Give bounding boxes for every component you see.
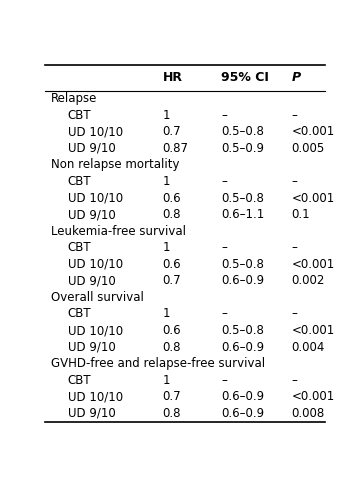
- Text: 0.1: 0.1: [291, 208, 310, 221]
- Text: GVHD-free and relapse-free survival: GVHD-free and relapse-free survival: [51, 357, 265, 370]
- Text: 1: 1: [162, 308, 170, 321]
- Text: 0.5–0.8: 0.5–0.8: [221, 324, 264, 337]
- Text: 0.6–0.9: 0.6–0.9: [221, 390, 265, 403]
- Text: UD 10/10: UD 10/10: [68, 390, 123, 403]
- Text: –: –: [221, 109, 227, 122]
- Text: –: –: [221, 308, 227, 321]
- Text: 0.5–0.8: 0.5–0.8: [221, 125, 264, 138]
- Text: 0.6–0.9: 0.6–0.9: [221, 407, 265, 420]
- Text: 0.008: 0.008: [291, 407, 325, 420]
- Text: UD 9/10: UD 9/10: [68, 142, 115, 155]
- Text: Relapse: Relapse: [51, 92, 97, 105]
- Text: 1: 1: [162, 241, 170, 254]
- Text: 1: 1: [162, 374, 170, 387]
- Text: 0.5–0.8: 0.5–0.8: [221, 191, 264, 204]
- Text: 0.6: 0.6: [162, 324, 181, 337]
- Text: CBT: CBT: [68, 109, 91, 122]
- Text: –: –: [291, 109, 297, 122]
- Text: –: –: [291, 308, 297, 321]
- Text: UD 9/10: UD 9/10: [68, 274, 115, 287]
- Text: CBT: CBT: [68, 308, 91, 321]
- Text: 1: 1: [162, 109, 170, 122]
- Text: UD 10/10: UD 10/10: [68, 191, 123, 204]
- Text: –: –: [221, 241, 227, 254]
- Text: UD 10/10: UD 10/10: [68, 258, 123, 271]
- Text: 0.7: 0.7: [162, 125, 181, 138]
- Text: –: –: [291, 241, 297, 254]
- Text: 0.7: 0.7: [162, 390, 181, 403]
- Text: <0.001: <0.001: [291, 258, 335, 271]
- Text: HR: HR: [162, 71, 183, 84]
- Text: <0.001: <0.001: [291, 390, 335, 403]
- Text: Overall survival: Overall survival: [51, 291, 144, 304]
- Text: UD 9/10: UD 9/10: [68, 407, 115, 420]
- Text: 0.004: 0.004: [291, 341, 325, 354]
- Text: CBT: CBT: [68, 374, 91, 387]
- Text: 0.8: 0.8: [162, 341, 181, 354]
- Text: –: –: [291, 374, 297, 387]
- Text: 0.8: 0.8: [162, 208, 181, 221]
- Text: Non relapse mortality: Non relapse mortality: [51, 159, 179, 172]
- Text: 0.6–1.1: 0.6–1.1: [221, 208, 265, 221]
- Text: –: –: [221, 175, 227, 188]
- Text: UD 9/10: UD 9/10: [68, 208, 115, 221]
- Text: 0.6: 0.6: [162, 191, 181, 204]
- Text: 0.005: 0.005: [291, 142, 325, 155]
- Text: CBT: CBT: [68, 175, 91, 188]
- Text: 0.8: 0.8: [162, 407, 181, 420]
- Text: UD 10/10: UD 10/10: [68, 125, 123, 138]
- Text: 0.6–0.9: 0.6–0.9: [221, 341, 265, 354]
- Text: 1: 1: [162, 175, 170, 188]
- Text: UD 9/10: UD 9/10: [68, 341, 115, 354]
- Text: <0.001: <0.001: [291, 191, 335, 204]
- Text: –: –: [221, 374, 227, 387]
- Text: <0.001: <0.001: [291, 324, 335, 337]
- Text: P: P: [291, 71, 300, 84]
- Text: 0.5–0.8: 0.5–0.8: [221, 258, 264, 271]
- Text: –: –: [291, 175, 297, 188]
- Text: <0.001: <0.001: [291, 125, 335, 138]
- Text: Leukemia-free survival: Leukemia-free survival: [51, 225, 186, 238]
- Text: 0.7: 0.7: [162, 274, 181, 287]
- Text: 0.6: 0.6: [162, 258, 181, 271]
- Text: 0.6–0.9: 0.6–0.9: [221, 274, 265, 287]
- Text: 95% CI: 95% CI: [221, 71, 269, 84]
- Text: 0.5–0.9: 0.5–0.9: [221, 142, 264, 155]
- Text: CBT: CBT: [68, 241, 91, 254]
- Text: UD 10/10: UD 10/10: [68, 324, 123, 337]
- Text: 0.87: 0.87: [162, 142, 189, 155]
- Text: 0.002: 0.002: [291, 274, 325, 287]
